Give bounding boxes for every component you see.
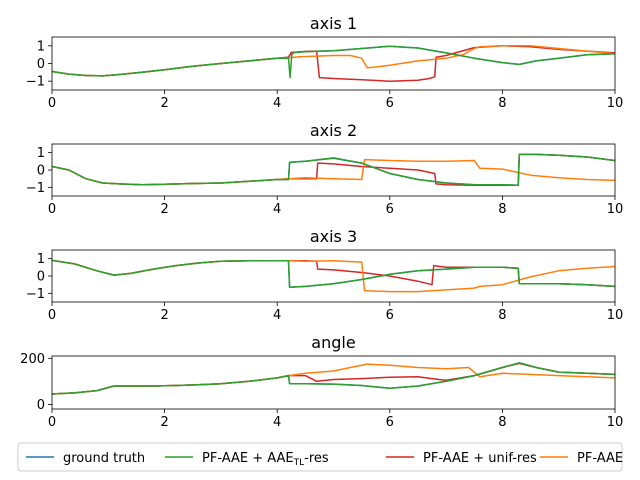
x-tick-label: 10 — [607, 308, 624, 323]
x-tick-label: 0 — [48, 96, 56, 111]
y-tick-label: 1 — [37, 146, 45, 161]
series-line-aae — [52, 153, 615, 187]
series-line-gt — [52, 362, 615, 395]
series-line-unif — [52, 259, 615, 288]
plot-frame — [51, 249, 616, 303]
y-tick-label: 0 — [37, 57, 45, 72]
y-tick-label: 0 — [37, 270, 45, 285]
x-tick-label: 6 — [386, 96, 394, 111]
x-tick-label: 4 — [273, 202, 281, 217]
x-tick-label: 2 — [160, 308, 168, 323]
y-tick-label: 0 — [37, 398, 45, 413]
y-tick-label: 200 — [20, 352, 45, 367]
subplot-title: angle — [311, 333, 355, 352]
y-tick-label: −1 — [26, 181, 45, 196]
legend-label: PF-AAE + unif-res — [423, 451, 537, 466]
y-tick-label: 0 — [37, 164, 45, 179]
series-line-aae — [52, 362, 615, 395]
legend-box — [17, 442, 623, 472]
series-group — [52, 362, 615, 395]
series-line-aae — [52, 259, 615, 289]
x-tick-label: 8 — [498, 415, 506, 430]
x-tick-label: 6 — [386, 415, 394, 430]
legend-label: PF-AAE — [577, 451, 623, 466]
x-tick-label: 8 — [498, 202, 506, 217]
y-tick-label: −1 — [26, 287, 45, 302]
x-tick-label: 4 — [273, 415, 281, 430]
x-tick-label: 6 — [386, 308, 394, 323]
legend-item-pfaae: PF-AAE — [540, 451, 623, 466]
x-tick-label: 0 — [48, 202, 56, 217]
x-tick-label: 4 — [273, 308, 281, 323]
x-tick-label: 2 — [160, 415, 168, 430]
x-tick-label: 2 — [160, 202, 168, 217]
subplot-title: axis 1 — [310, 14, 357, 33]
x-tick-label: 0 — [48, 308, 56, 323]
x-tick-label: 10 — [607, 415, 624, 430]
legend: ground truth PF-AAE + AAETL-res PF-AAE + u… — [17, 442, 623, 472]
series-line-aae — [52, 45, 615, 79]
plot-frame — [51, 143, 616, 197]
legend-item-aae: PF-AAE + AAETL-res — [165, 451, 329, 468]
y-tick-label: −1 — [26, 75, 45, 90]
x-tick-label: 4 — [273, 96, 281, 111]
x-tick-label: 8 — [498, 96, 506, 111]
series-line-gt — [52, 153, 615, 187]
series-line-unif — [52, 153, 615, 187]
series-line-unif — [52, 362, 615, 395]
legend-item-gt: ground truth — [26, 451, 145, 466]
x-tick-label: 2 — [160, 96, 168, 111]
x-tick-label: 6 — [386, 202, 394, 217]
plot-frame — [51, 36, 616, 91]
series-group — [52, 153, 615, 187]
legend-label: ground truth — [63, 451, 145, 466]
plot-frame — [51, 355, 616, 410]
series-group — [52, 259, 615, 293]
subplot-title: axis 3 — [310, 227, 357, 246]
legend-label: PF-AAE + AAETL-res — [202, 451, 329, 468]
x-tick-label: 10 — [607, 202, 624, 217]
x-tick-label: 0 — [48, 415, 56, 430]
x-tick-label: 8 — [498, 308, 506, 323]
series-group — [52, 45, 615, 82]
legend-item-unif: PF-AAE + unif-res — [386, 451, 537, 466]
subplot-4: angle 0 2 4 6 8 10 200 0 — [20, 333, 623, 430]
subplot-title: axis 2 — [310, 121, 357, 140]
y-tick-label: 1 — [37, 39, 45, 54]
x-tick-label: 10 — [607, 96, 624, 111]
y-tick-label: 1 — [37, 252, 45, 267]
series-line-pfaae — [52, 259, 615, 293]
